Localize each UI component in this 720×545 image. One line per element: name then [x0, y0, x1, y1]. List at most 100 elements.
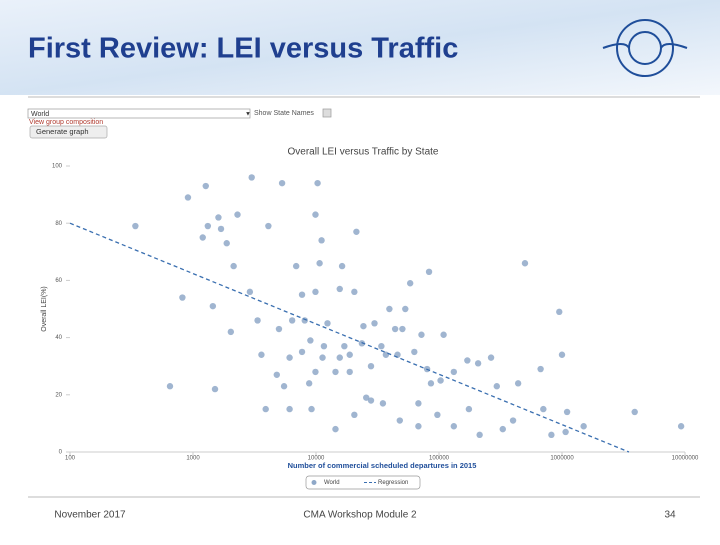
- data-point: [346, 368, 353, 376]
- data-point: [254, 317, 261, 324]
- data-point: [346, 351, 353, 358]
- data-point: [314, 179, 321, 187]
- data-point: [465, 405, 473, 413]
- data-point: [332, 368, 339, 376]
- data-point: [179, 294, 186, 301]
- data-point: [499, 425, 506, 433]
- region-select-value: World: [31, 111, 49, 118]
- data-point: [402, 305, 409, 313]
- data-point: [132, 222, 139, 230]
- data-point: [305, 380, 313, 387]
- data-point: [223, 240, 230, 247]
- data-point: [351, 288, 358, 296]
- y-tick-label: 20: [55, 392, 62, 398]
- data-point: [312, 211, 319, 218]
- data-point: [316, 260, 323, 267]
- data-point: [386, 305, 393, 313]
- data-point: [411, 348, 418, 356]
- regression-line: [69, 222, 630, 453]
- data-point: [312, 288, 319, 296]
- data-point: [434, 411, 441, 419]
- data-point: [367, 363, 375, 370]
- data-point: [166, 383, 174, 390]
- generate-button[interactable]: [29, 125, 108, 139]
- footer-date: November 2017: [54, 510, 126, 521]
- data-point: [521, 260, 529, 267]
- data-point: [286, 405, 293, 413]
- data-point: [580, 423, 587, 430]
- legend-swatch: [311, 480, 317, 485]
- data-point: [379, 400, 387, 407]
- y-tick-label: 80: [55, 221, 62, 227]
- data-point: [382, 351, 390, 358]
- legend-box: [305, 475, 421, 490]
- y-tick-label: 40: [55, 335, 62, 341]
- data-point: [537, 365, 544, 373]
- group-link[interactable]: View group composition: [29, 119, 103, 126]
- select-arrow: ▼: [245, 112, 251, 118]
- data-point: [391, 325, 399, 333]
- data-point: [199, 234, 206, 241]
- data-point: [319, 354, 326, 361]
- data-point: [371, 320, 378, 327]
- data-point: [215, 214, 222, 221]
- data-point: [336, 354, 343, 361]
- y-axis-label: Overall LEI(%): [41, 286, 48, 332]
- y-tick-label: 100: [52, 164, 63, 170]
- data-point: [204, 222, 212, 230]
- data-point: [396, 417, 403, 424]
- legend-label: Regression: [378, 480, 408, 486]
- data-point: [540, 405, 547, 413]
- data-point: [234, 211, 241, 218]
- data-point: [202, 182, 209, 190]
- region-select[interactable]: [27, 108, 251, 119]
- data-point: [312, 368, 319, 376]
- slide-title: First Review: LEI versus Traffic: [28, 33, 458, 65]
- data-point: [677, 423, 685, 430]
- data-point: [275, 325, 283, 333]
- data-point: [360, 322, 367, 330]
- data-point: [363, 394, 370, 401]
- data-point: [558, 351, 566, 358]
- data-point: [338, 262, 346, 270]
- data-point: [474, 360, 482, 367]
- data-point: [427, 380, 435, 387]
- data-point: [184, 194, 192, 201]
- data-point: [351, 411, 358, 419]
- data-point: [415, 423, 422, 430]
- data-point: [265, 222, 272, 230]
- data-point: [476, 431, 483, 439]
- data-point: [556, 308, 563, 316]
- data-point: [262, 405, 269, 413]
- data-point: [563, 408, 571, 416]
- y-tick-label: 0: [59, 450, 63, 456]
- checkbox[interactable]: [322, 108, 332, 118]
- data-point: [273, 371, 280, 378]
- data-point: [307, 337, 314, 344]
- data-point: [298, 291, 306, 298]
- data-point: [217, 225, 225, 233]
- data-point: [308, 405, 315, 413]
- legend-label: World: [324, 480, 340, 486]
- data-point: [514, 380, 522, 387]
- data-point: [406, 280, 414, 287]
- data-point: [286, 354, 293, 361]
- data-point: [367, 397, 375, 404]
- x-tick-label: 1000000: [550, 456, 574, 462]
- data-point: [209, 302, 217, 310]
- data-point: [280, 383, 288, 390]
- data-point: [248, 174, 255, 181]
- data-point: [336, 285, 343, 293]
- x-tick-label: 100000: [429, 456, 450, 462]
- data-point: [631, 408, 638, 416]
- x-tick-label: 1000: [186, 456, 200, 462]
- y-tick-label: 60: [55, 278, 62, 284]
- icao-logo: [602, 19, 688, 77]
- data-point: [440, 331, 447, 338]
- data-point: [415, 400, 422, 407]
- data-point: [227, 328, 235, 336]
- data-point: [353, 228, 360, 235]
- data-point: [378, 342, 385, 350]
- x-tick-label: 10000000: [672, 456, 699, 462]
- header-band: [0, 0, 720, 95]
